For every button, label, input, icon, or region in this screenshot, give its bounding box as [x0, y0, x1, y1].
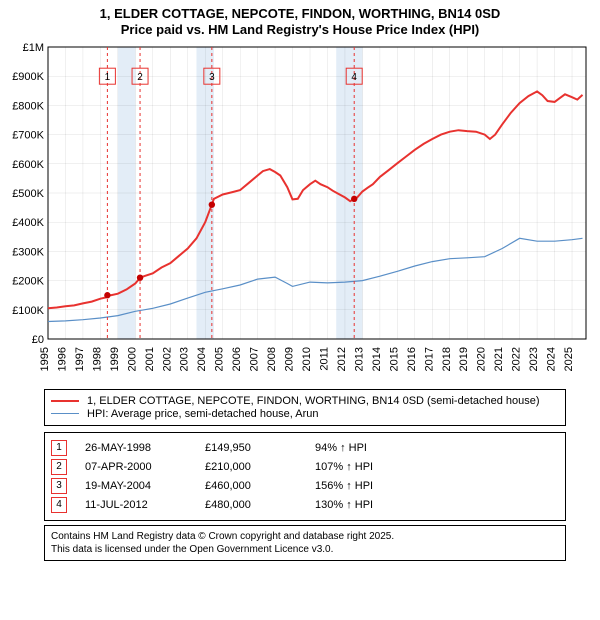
marker-number: 4: [351, 72, 357, 83]
y-tick-label: £400K: [12, 217, 44, 229]
x-tick-label: 1995: [39, 347, 51, 371]
event-hpi: 130% ↑ HPI: [315, 499, 425, 511]
event-price: £210,000: [205, 461, 315, 473]
event-date: 19-MAY-2004: [85, 480, 205, 492]
x-tick-label: 2010: [301, 347, 313, 371]
x-tick-label: 2002: [161, 347, 173, 371]
legend-swatch: [51, 400, 79, 402]
x-tick-label: 2021: [493, 347, 505, 371]
y-tick-label: £300K: [12, 246, 44, 258]
x-tick-label: 2015: [388, 347, 400, 371]
event-row: 3 19-MAY-2004£460,000156% ↑ HPI: [51, 478, 559, 494]
legend-item: 1, ELDER COTTAGE, NEPCOTE, FINDON, WORTH…: [51, 395, 559, 407]
x-tick-label: 2001: [144, 347, 156, 371]
marker-number: 1: [105, 72, 111, 83]
y-tick-label: £1M: [23, 42, 44, 54]
marker-number: 3: [209, 72, 215, 83]
event-date: 07-APR-2000: [85, 461, 205, 473]
event-date: 26-MAY-1998: [85, 442, 205, 454]
events-box: 1 26-MAY-1998£149,95094% ↑ HPI 2 07-APR-200…: [44, 432, 566, 521]
event-price: £460,000: [205, 480, 315, 492]
x-tick-label: 2016: [406, 347, 418, 371]
event-price: £480,000: [205, 499, 315, 511]
y-tick-label: £900K: [12, 71, 44, 83]
legend-label: HPI: Average price, semi-detached house,…: [87, 408, 319, 420]
event-row: 2 07-APR-2000£210,000107% ↑ HPI: [51, 459, 559, 475]
footer-box: Contains HM Land Registry data © Crown c…: [44, 525, 566, 561]
event-hpi: 94% ↑ HPI: [315, 442, 425, 454]
marker-number: 2: [137, 72, 143, 83]
x-tick-label: 1997: [74, 347, 86, 371]
x-tick-label: 2004: [196, 347, 208, 371]
x-tick-label: 2024: [546, 347, 558, 371]
x-tick-label: 2000: [126, 347, 138, 371]
y-tick-label: £100K: [12, 304, 44, 316]
chart-svg: £0 £100K £200K £300K £400K £500K £600K £700K £80…: [0, 41, 600, 381]
footer-line-1: Contains HM Land Registry data © Crown c…: [51, 530, 559, 543]
event-marker: 2: [51, 459, 67, 475]
event-date: 11-JUL-2012: [85, 499, 205, 511]
y-tick-label: £700K: [12, 129, 44, 141]
x-tick-label: 1996: [56, 347, 68, 371]
legend-label: 1, ELDER COTTAGE, NEPCOTE, FINDON, WORTH…: [87, 395, 540, 407]
legend-swatch: [51, 413, 79, 414]
x-tick-label: 2018: [441, 347, 453, 371]
x-tick-label: 2022: [511, 347, 523, 371]
x-tick-label: 2007: [249, 347, 261, 371]
legend-item: HPI: Average price, semi-detached house,…: [51, 408, 559, 420]
chart-container: 1, ELDER COTTAGE, NEPCOTE, FINDON, WORTH…: [0, 0, 600, 561]
footer-line-2: This data is licensed under the Open Gov…: [51, 543, 559, 556]
x-tick-label: 2003: [179, 347, 191, 371]
marker-dot: [104, 292, 110, 298]
x-tick-label: 2008: [266, 347, 278, 371]
x-tick-label: 2005: [214, 347, 226, 371]
x-tick-label: 2014: [371, 347, 383, 371]
marker-dot: [351, 195, 357, 201]
y-tick-label: £800K: [12, 100, 44, 112]
event-marker: 4: [51, 497, 67, 513]
marker-dot: [137, 274, 143, 280]
x-tick-label: 2025: [563, 347, 575, 371]
event-row: 1 26-MAY-1998£149,95094% ↑ HPI: [51, 440, 559, 456]
x-tick-label: 2006: [231, 347, 243, 371]
x-tick-label: 1998: [91, 347, 103, 371]
x-tick-label: 2017: [423, 347, 435, 371]
title-line-1: 1, ELDER COTTAGE, NEPCOTE, FINDON, WORTH…: [4, 6, 596, 22]
y-tick-label: £200K: [12, 275, 44, 287]
y-tick-label: £0: [32, 334, 44, 346]
x-tick-label: 2009: [284, 347, 296, 371]
x-tick-label: 2019: [458, 347, 470, 371]
x-tick-label: 2013: [353, 347, 365, 371]
legend-box: 1, ELDER COTTAGE, NEPCOTE, FINDON, WORTH…: [44, 389, 566, 426]
x-tick-label: 2023: [528, 347, 540, 371]
title-line-2: Price paid vs. HM Land Registry's House …: [4, 22, 596, 38]
y-tick-label: £600K: [12, 158, 44, 170]
event-price: £149,950: [205, 442, 315, 454]
event-row: 4 11-JUL-2012£480,000130% ↑ HPI: [51, 497, 559, 513]
x-tick-label: 2012: [336, 347, 348, 371]
chart-area: £0 £100K £200K £300K £400K £500K £600K £700K £80…: [0, 41, 600, 381]
event-marker: 3: [51, 478, 67, 494]
marker-dot: [209, 201, 215, 207]
y-tick-label: £500K: [12, 188, 44, 200]
event-marker: 1: [51, 440, 67, 456]
x-tick-label: 2020: [476, 347, 488, 371]
x-tick-label: 2011: [318, 347, 330, 371]
x-tick-label: 1999: [109, 347, 121, 371]
event-hpi: 156% ↑ HPI: [315, 480, 425, 492]
title-block: 1, ELDER COTTAGE, NEPCOTE, FINDON, WORTH…: [0, 0, 600, 41]
event-hpi: 107% ↑ HPI: [315, 461, 425, 473]
